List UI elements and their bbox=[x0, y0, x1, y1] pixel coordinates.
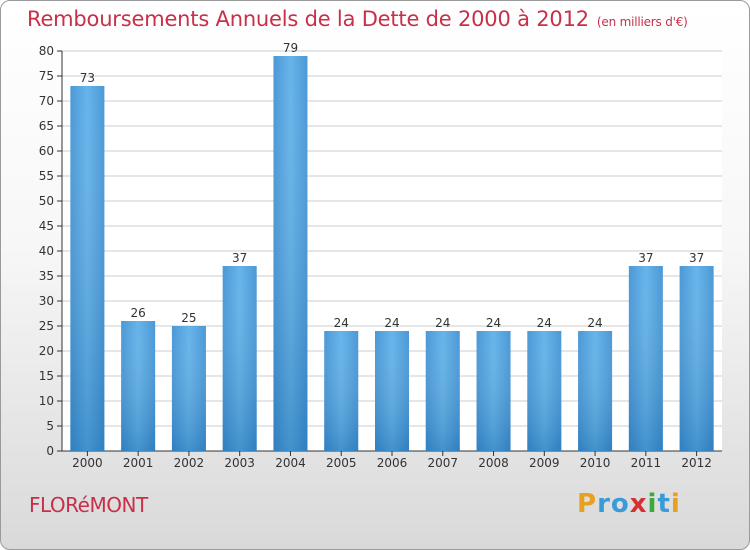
chart-subtitle: (en milliers d'€) bbox=[596, 15, 688, 29]
bar-shade bbox=[171, 326, 206, 451]
bar-shade bbox=[679, 266, 714, 451]
logo-letter: P bbox=[577, 489, 598, 519]
data-label: 37 bbox=[689, 251, 704, 265]
x-tick-label: 2005 bbox=[326, 456, 357, 470]
data-label: 24 bbox=[537, 316, 552, 330]
x-tick-label: 2004 bbox=[275, 456, 306, 470]
data-label: 24 bbox=[435, 316, 450, 330]
y-tick-label: 50 bbox=[39, 194, 54, 208]
data-label: 37 bbox=[232, 251, 247, 265]
y-tick-label: 10 bbox=[39, 394, 54, 408]
logo-letter: x bbox=[629, 489, 648, 519]
bar-shade bbox=[324, 331, 359, 451]
bar-shade bbox=[476, 331, 511, 451]
x-tick-label: 2006 bbox=[377, 456, 408, 470]
y-tick-label: 15 bbox=[39, 369, 54, 383]
bar-shade bbox=[628, 266, 663, 451]
y-tick-label: 20 bbox=[39, 344, 54, 358]
y-tick-label: 25 bbox=[39, 319, 54, 333]
data-label: 24 bbox=[334, 316, 349, 330]
logo-letter: i bbox=[670, 489, 681, 519]
y-tick-label: 75 bbox=[39, 69, 54, 83]
y-tick-label: 70 bbox=[39, 94, 54, 108]
x-tick-label: 2000 bbox=[72, 456, 103, 470]
bar-shade bbox=[375, 331, 409, 451]
data-label: 25 bbox=[181, 311, 196, 325]
x-tick-label: 2002 bbox=[174, 456, 205, 470]
bar-shade bbox=[121, 321, 156, 451]
logo-letter: t bbox=[657, 489, 671, 519]
y-tick-label: 30 bbox=[39, 294, 54, 308]
data-label: 24 bbox=[587, 316, 602, 330]
x-tick-label: 2009 bbox=[529, 456, 560, 470]
y-tick-label: 0 bbox=[46, 444, 54, 458]
bar-shade bbox=[273, 56, 308, 451]
bar-shade bbox=[425, 331, 460, 451]
bar-shade bbox=[222, 266, 257, 451]
chart-title: Remboursements Annuels de la Dette de 20… bbox=[27, 7, 688, 31]
y-tick-label: 40 bbox=[39, 244, 54, 258]
y-tick-label: 35 bbox=[39, 269, 54, 283]
bar-shade bbox=[70, 86, 105, 451]
data-label: 24 bbox=[486, 316, 501, 330]
logo-letter: o bbox=[610, 489, 630, 519]
y-tick-label: 80 bbox=[39, 44, 54, 58]
bar-shade bbox=[578, 331, 613, 451]
data-label: 24 bbox=[384, 316, 399, 330]
proxiti-logo: Proxiti bbox=[577, 489, 681, 519]
logo-letter: r bbox=[597, 489, 611, 519]
y-tick-label: 5 bbox=[46, 419, 54, 433]
x-tick-label: 2012 bbox=[681, 456, 712, 470]
y-tick-label: 60 bbox=[39, 144, 54, 158]
data-label: 73 bbox=[80, 71, 95, 85]
data-label: 79 bbox=[283, 41, 298, 55]
bar-shade bbox=[527, 331, 562, 451]
data-label: 26 bbox=[131, 306, 146, 320]
data-label: 37 bbox=[638, 251, 653, 265]
chart-title-text: Remboursements Annuels de la Dette de 20… bbox=[27, 7, 589, 31]
x-tick-label: 2001 bbox=[123, 456, 154, 470]
y-tick-label: 55 bbox=[39, 169, 54, 183]
x-tick-label: 2008 bbox=[478, 456, 509, 470]
logo-letter: i bbox=[647, 489, 658, 519]
place-name: FLORéMONT bbox=[29, 493, 148, 517]
x-tick-label: 2011 bbox=[631, 456, 662, 470]
x-tick-label: 2007 bbox=[427, 456, 458, 470]
x-tick-label: 2003 bbox=[224, 456, 255, 470]
y-tick-label: 45 bbox=[39, 219, 54, 233]
x-tick-label: 2010 bbox=[580, 456, 611, 470]
y-tick-label: 65 bbox=[39, 119, 54, 133]
